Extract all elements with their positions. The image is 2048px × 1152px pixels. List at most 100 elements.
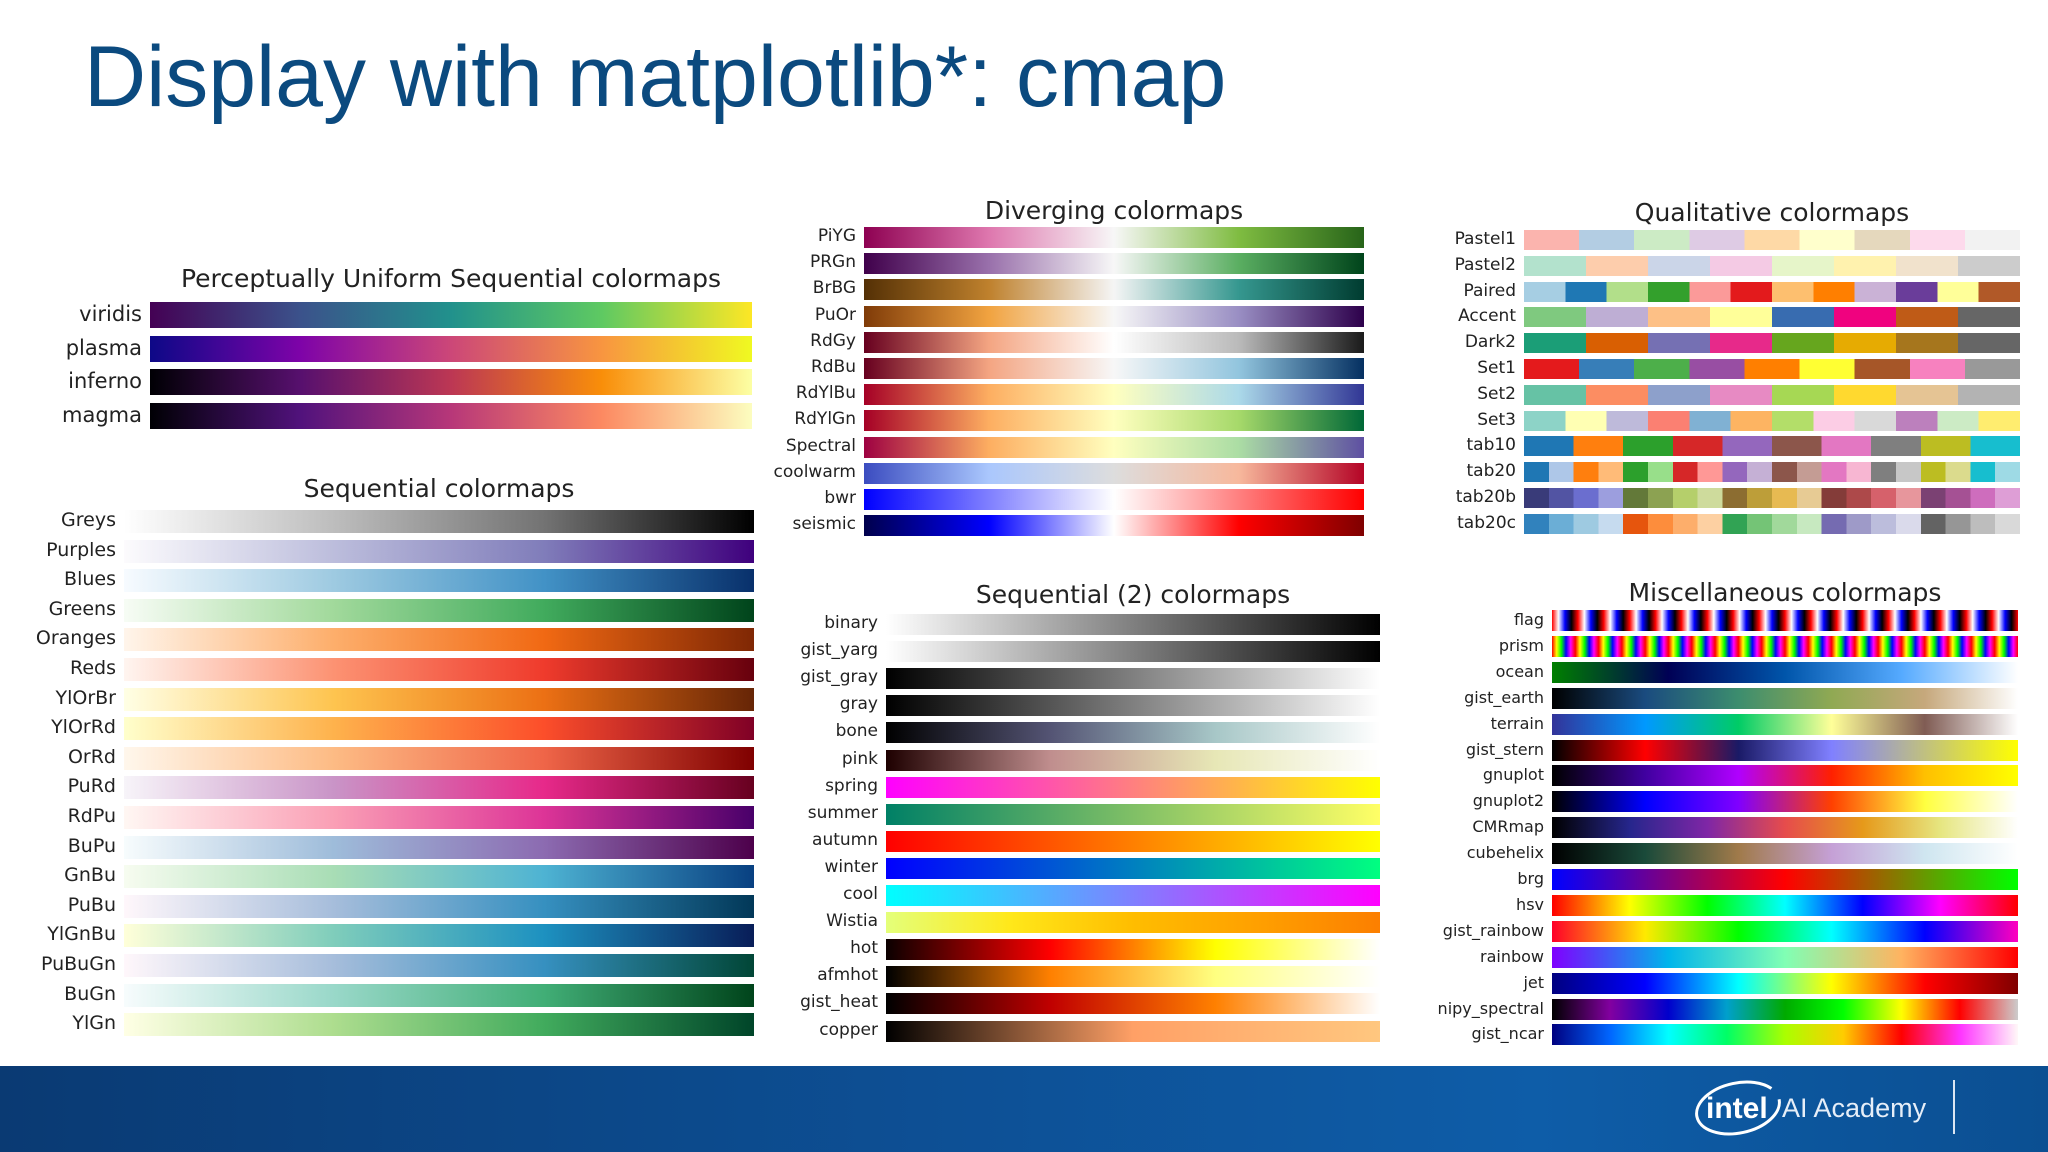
cmap-bar-bupu xyxy=(124,835,754,859)
cmap-label: BuPu xyxy=(67,834,116,857)
cmap-row-bupu: BuPu xyxy=(20,834,754,864)
cmap-row-purples: Purples xyxy=(20,538,754,568)
qualitative-panel: Qualitative colormaps Pastel1 Pastel2 Paire… xyxy=(1440,198,2022,534)
cmap-label: Set1 xyxy=(1477,358,1516,378)
cmap-bar-piyg xyxy=(864,227,1364,248)
cmap-row-binary: binary xyxy=(770,612,1382,639)
cmap-bar-afmhot xyxy=(886,966,1380,988)
cmap-label: Blues xyxy=(64,568,116,591)
cmap-bar-gnbu xyxy=(124,865,754,889)
cmap-row-wistia: Wistia xyxy=(770,910,1382,937)
panel-title: Sequential colormaps xyxy=(303,474,575,503)
cmap-row-set3: Set3 xyxy=(1440,409,2022,435)
cmap-bar-ylgn xyxy=(124,1013,754,1037)
cmap-label: brg xyxy=(1517,869,1544,888)
cmap-row-ylgn: YlGn xyxy=(20,1011,754,1041)
cmap-row-cubehelix: cubehelix xyxy=(1430,841,2020,867)
sequential-panel: Sequential colormaps Greys Purples Blues Gre… xyxy=(20,474,754,1037)
cmap-row-autumn: autumn xyxy=(770,829,1382,856)
cmap-bar-rainbow xyxy=(1552,946,2018,968)
cmap-row-hsv: hsv xyxy=(1430,893,2020,919)
cmap-bar-hsv xyxy=(1552,894,2018,916)
cmap-row-spring: spring xyxy=(770,775,1382,802)
cmap-bar-gist_rainbow xyxy=(1552,920,2018,942)
cmap-row-brbg: BrBG xyxy=(770,277,1370,303)
cmap-bar-bwr xyxy=(864,489,1364,510)
cmap-bar-rdgy xyxy=(864,331,1364,353)
cmap-bar-accent xyxy=(1524,307,2020,328)
cmap-row-dark2: Dark2 xyxy=(1440,331,2022,357)
cmap-label: tab10 xyxy=(1466,435,1516,456)
cmap-label: pink xyxy=(841,748,878,769)
cmap-row-afmhot: afmhot xyxy=(770,964,1382,991)
cmap-bar-pubu xyxy=(124,894,754,918)
cmap-label: YlOrRd xyxy=(51,716,116,739)
footer-bar xyxy=(0,1066,2048,1152)
cmap-bar-jet xyxy=(1552,972,2018,994)
cmap-label: bone xyxy=(835,721,878,742)
cmap-row-prism: prism xyxy=(1430,634,2020,660)
cmap-bar-set3 xyxy=(1524,410,2020,431)
cmap-label: gist_yarg xyxy=(800,640,879,661)
cmap-row-prgn: PRGn xyxy=(770,251,1370,277)
cmap-row-accent: Accent xyxy=(1440,305,2022,331)
cmap-label: terrain xyxy=(1490,713,1544,733)
cmap-label: PRGn xyxy=(809,252,856,273)
cmap-row-bwr: bwr xyxy=(770,487,1370,513)
cmap-row-inferno: inferno xyxy=(30,367,752,401)
cmap-bar-plasma xyxy=(150,335,752,362)
cmap-label: gnuplot2 xyxy=(1472,791,1544,811)
cmap-label: cool xyxy=(843,884,878,904)
cmap-row-gist_rainbow: gist_rainbow xyxy=(1430,919,2020,945)
cmap-label: PuBuGn xyxy=(40,953,116,975)
cmap-bar-ylorbr xyxy=(124,687,754,711)
cmap-label: tab20 xyxy=(1466,461,1516,482)
cmap-row-tab20c: tab20c xyxy=(1440,512,2022,538)
cmap-row-reds: Reds xyxy=(20,656,754,686)
diverging-panel: Diverging colormaps PiYG PRGn BrBG PuOr RdGy R… xyxy=(770,196,1370,542)
cmap-row-flag: flag xyxy=(1430,608,2020,634)
cmap-label: Pastel2 xyxy=(1454,254,1516,275)
cmap-bar-magma xyxy=(150,402,752,429)
cmap-row-purd: PuRd xyxy=(20,774,754,804)
cmap-bar-gist_yarg xyxy=(886,641,1380,663)
panel-title: Miscellaneous colormaps xyxy=(1628,578,1942,607)
cmap-row-pubugn: PuBuGn xyxy=(20,952,754,982)
cmap-bar-coolwarm xyxy=(864,462,1364,484)
cmap-row-set2: Set2 xyxy=(1440,383,2022,409)
cmap-row-gist_gray: gist_gray xyxy=(770,666,1382,693)
cmap-row-orrd: OrRd xyxy=(20,745,754,775)
panel-title: Perceptually Uniform Sequential colormap… xyxy=(180,264,722,293)
cmap-label: gist_ncar xyxy=(1471,1024,1544,1044)
cmap-bar-cool xyxy=(886,885,1380,906)
cmap-label: copper xyxy=(819,1019,878,1040)
panel-title: Diverging colormaps xyxy=(984,196,1244,225)
cmap-label: seismic xyxy=(792,514,856,535)
cmap-bar-flag xyxy=(1552,610,2018,631)
cmap-label: Dark2 xyxy=(1464,332,1516,353)
cmap-bar-summer xyxy=(886,803,1380,825)
cmap-bar-set2 xyxy=(1524,384,2020,405)
cmap-row-piyg: PiYG xyxy=(770,225,1370,251)
cmap-row-greys: Greys xyxy=(20,508,754,538)
cmap-bar-pastel1 xyxy=(1524,230,2020,250)
cmap-label: ocean xyxy=(1495,661,1544,681)
cmap-row-pastel1: Pastel1 xyxy=(1440,228,2022,254)
cmap-bar-viridis xyxy=(150,302,752,328)
cmap-label: RdGy xyxy=(810,330,856,351)
cmap-bar-prism xyxy=(1552,635,2018,657)
cmap-bar-ylorrd xyxy=(124,717,754,741)
cmap-bar-pastel2 xyxy=(1524,255,2020,276)
cmap-bar-autumn xyxy=(886,830,1380,852)
intel-logo-icon: intel xyxy=(1695,1080,1781,1136)
cmap-row-gnuplot2: gnuplot2 xyxy=(1430,789,2020,815)
cmap-row-viridis: viridis xyxy=(30,300,752,334)
cmap-bar-gist_ncar xyxy=(1552,1024,2018,1046)
cmap-bar-paired xyxy=(1524,281,2020,302)
cmap-label: PiYG xyxy=(817,226,856,246)
perceptual-uniform-panel: Perceptually Uniform Sequential colormap… xyxy=(30,264,752,434)
cmap-bar-orrd xyxy=(124,746,754,770)
cmap-row-hot: hot xyxy=(770,937,1382,964)
cmap-bar-rdylgn xyxy=(864,410,1364,432)
cmap-bar-purd xyxy=(124,776,754,800)
